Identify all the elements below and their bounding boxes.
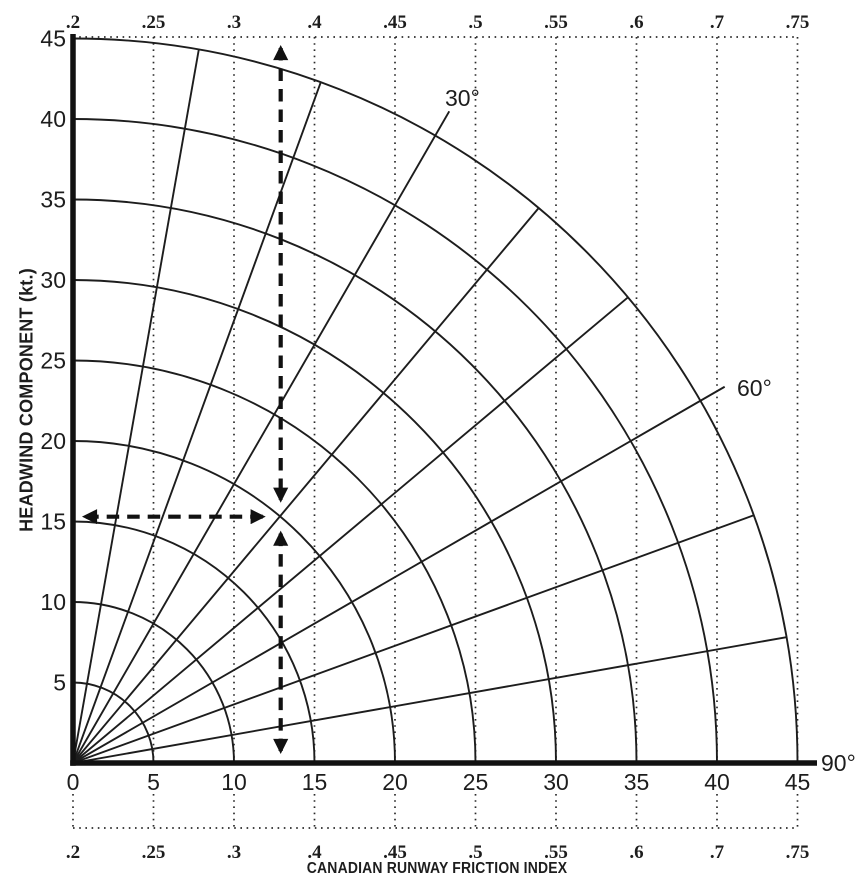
crfi-top-label-2: .3 xyxy=(227,12,241,33)
crosswind-tick-label-15: 15 xyxy=(302,769,328,795)
wind-angle-radial-40deg xyxy=(72,207,540,764)
crfi-top-label-3: .4 xyxy=(307,12,322,33)
headwind-tick-label-15: 15 xyxy=(40,509,66,535)
headwind-tick-label-35: 35 xyxy=(40,187,66,213)
headwind-tick-label-25: 25 xyxy=(40,348,66,374)
example-dashed-arrows xyxy=(81,44,289,755)
crfi-top-label-5: .5 xyxy=(468,12,482,33)
crfi-bottom-label-7: .6 xyxy=(629,842,643,863)
crosswind-tick-label-20: 20 xyxy=(382,769,408,795)
crosswind-tick-label-10: 10 xyxy=(221,769,247,795)
wind-angle-radials xyxy=(72,49,787,764)
wind-angle-label-60: 60° xyxy=(737,375,772,401)
wind-angle-radial-50deg xyxy=(72,296,629,764)
wind-angle-label-30: 30° xyxy=(445,85,480,111)
axes xyxy=(70,34,817,766)
wind-speed-arc-30kt xyxy=(72,279,557,764)
crfi-top-label-1: .25 xyxy=(142,12,166,33)
crosswind-tick-label-5: 5 xyxy=(147,769,160,795)
wind-angle-radial-10deg xyxy=(72,49,200,764)
crosswind-tick-label-35: 35 xyxy=(624,769,650,795)
crfi-bottom-label-9: .75 xyxy=(786,842,810,863)
crosswind-tick-label-45: 45 xyxy=(785,769,811,795)
crfi-top-label-4: .45 xyxy=(383,12,407,33)
wind-angle-radial-70deg xyxy=(72,514,755,764)
dotted-crfi-guides xyxy=(72,36,799,829)
crfi-top-label-7: .6 xyxy=(629,12,643,33)
wind-speed-arc-40kt xyxy=(72,118,718,764)
headwind-tick-label-10: 10 xyxy=(40,589,66,615)
wind-angle-radial-80deg xyxy=(72,636,787,764)
crfi-bottom-label-8: .7 xyxy=(710,842,725,863)
wind-speed-arc-15kt xyxy=(72,520,316,764)
crosswind-tick-label-40: 40 xyxy=(704,769,730,795)
crfi-bottom-label-6: .55 xyxy=(544,842,568,863)
crfi-top-label-0: .2 xyxy=(66,12,80,33)
crosswind-tick-label-0: 0 xyxy=(67,769,80,795)
wind-speed-arc-45kt xyxy=(72,37,799,764)
wind-speed-arc-35kt xyxy=(72,198,638,764)
wind-speed-arcs xyxy=(72,37,799,764)
crfi-bottom-label-2: .3 xyxy=(227,842,241,863)
crfi-bottom-label-3: .4 xyxy=(307,842,322,863)
headwind-tick-label-40: 40 xyxy=(40,106,66,132)
crfi-top-label-6: .55 xyxy=(544,12,568,33)
wind-speed-arc-25kt xyxy=(72,359,477,764)
wind-speed-arc-20kt xyxy=(72,440,396,764)
crfi-bottom-label-1: .25 xyxy=(142,842,166,863)
crfi-bottom-label-4: .45 xyxy=(383,842,407,863)
headwind-tick-label-30: 30 xyxy=(40,267,66,293)
wind-speed-arc-10kt xyxy=(72,601,235,764)
crfi-bottom-label-5: .5 xyxy=(468,842,482,863)
crosswind-tick-label-30: 30 xyxy=(543,769,569,795)
wind-angle-radial-60deg xyxy=(72,385,726,764)
x-axis-title: CANADIAN RUNWAY FRICTION INDEX xyxy=(306,860,568,877)
headwind-tick-label-20: 20 xyxy=(40,428,66,454)
crfi-bottom-label-0: .2 xyxy=(66,842,80,863)
y-axis-title: HEADWIND COMPONENT (kt.) xyxy=(16,268,37,532)
headwind-tick-label-45: 45 xyxy=(40,26,66,52)
crfi-top-label-9: .75 xyxy=(786,12,810,33)
headwind-tick-label-5: 5 xyxy=(53,670,66,696)
wind-angle-label-90: 90° xyxy=(821,750,856,776)
wind-speed-arc-5kt xyxy=(72,681,155,764)
crosswind-tick-label-25: 25 xyxy=(463,769,489,795)
crfi-top-label-8: .7 xyxy=(710,12,725,33)
wind-angle-radial-30deg xyxy=(72,110,451,764)
